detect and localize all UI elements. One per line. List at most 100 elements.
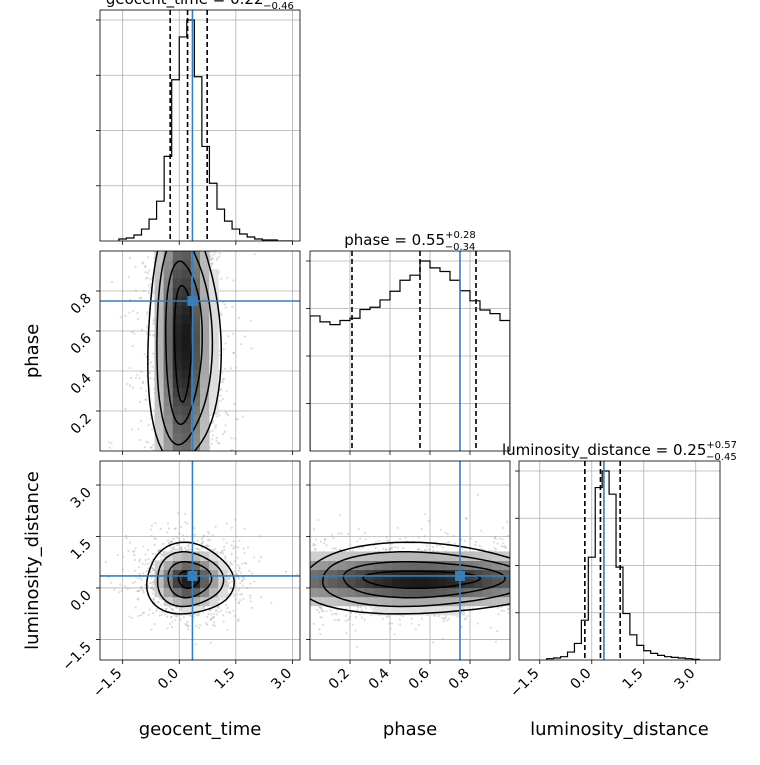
- pair-geocent-time-vs-phase-sample-point: [145, 325, 148, 328]
- pair-geocent-time-vs-luminosity-distance-sample-point: [259, 535, 262, 538]
- pair-geocent-time-vs-luminosity-distance-sample-point: [151, 587, 154, 590]
- pair-phase-vs-luminosity-distance-sample-point: [436, 544, 439, 547]
- pair-phase-vs-luminosity-distance-density-cell: [446, 605, 456, 616]
- pair-geocent-time-vs-luminosity-distance-sample-point: [227, 578, 230, 581]
- pair-geocent-time-vs-luminosity-distance-sample-point: [226, 606, 229, 610]
- pair-geocent-time-vs-luminosity-distance-sample-point: [195, 547, 199, 551]
- pair-phase-vs-luminosity-distance-density-cell: [464, 560, 475, 571]
- pair-geocent-time-vs-phase-sample-point: [214, 424, 218, 427]
- pair-phase-vs-luminosity-distance-sample-point: [330, 533, 334, 536]
- pair-geocent-time-vs-luminosity-distance-sample-point: [224, 603, 227, 606]
- pair-geocent-time-vs-luminosity-distance-sample-point: [232, 547, 235, 550]
- pair-geocent-time-vs-luminosity-distance-sample-point: [253, 580, 256, 583]
- pair-phase-vs-luminosity-distance-density-cell: [500, 578, 510, 589]
- pair-phase-vs-luminosity-distance-sample-point: [496, 629, 499, 633]
- pair-geocent-time-vs-luminosity-distance-sample-point: [160, 603, 163, 606]
- pair-geocent-time-vs-phase-density-cell: [172, 369, 183, 379]
- pair-geocent-time-vs-phase-sample-point: [210, 254, 213, 257]
- pair-phase-vs-luminosity-distance-sample-point: [502, 609, 506, 613]
- pair-geocent-time-vs-phase-density-cell: [181, 305, 192, 316]
- pair-geocent-time-vs-luminosity-distance-sample-point: [260, 556, 263, 559]
- pair-geocent-time-vs-luminosity-distance-sample-point: [214, 525, 217, 528]
- pair-geocent-time-vs-luminosity-distance-sample-point: [239, 593, 242, 596]
- pair-geocent-time-vs-phase-truth-marker: [187, 296, 198, 306]
- pair-geocent-time-vs-phase-density-cell: [181, 323, 192, 334]
- pair-geocent-time-vs-luminosity-distance-sample-point: [150, 585, 154, 588]
- pair-phase-vs-luminosity-distance-sample-point: [442, 546, 445, 549]
- pair-geocent-time-vs-luminosity-distance-sample-point: [180, 549, 183, 552]
- pair-geocent-time-vs-luminosity-distance-sample-point: [157, 549, 160, 552]
- pair-phase-vs-luminosity-distance-density-cell: [373, 569, 384, 580]
- pair-phase-vs-luminosity-distance-sample-point: [364, 538, 368, 541]
- pair-phase-vs-luminosity-distance-sample-point: [322, 541, 325, 545]
- pair-phase-vs-luminosity-distance-density-cell: [428, 596, 438, 607]
- pair-geocent-time-vs-phase-density-cell: [163, 260, 174, 270]
- pair-geocent-time-vs-phase-density-cell: [172, 405, 183, 416]
- x-tick-label-phase: 0.6: [406, 665, 433, 692]
- pair-geocent-time-vs-phase-density-cell: [154, 405, 165, 416]
- y-tick-label-luminosity-distance: 0.0: [68, 587, 95, 614]
- pair-geocent-time-vs-luminosity-distance-sample-point: [211, 617, 214, 620]
- pair-geocent-time-vs-luminosity-distance-sample-point: [212, 616, 215, 619]
- pair-geocent-time-vs-luminosity-distance-sample-point: [210, 613, 213, 616]
- pair-geocent-time-vs-phase-sample-point: [145, 440, 148, 443]
- pair-phase-vs-luminosity-distance-sample-point: [431, 546, 435, 549]
- pair-phase-vs-luminosity-distance-sample-point: [312, 528, 316, 531]
- pair-geocent-time-vs-phase-sample-point: [151, 352, 155, 355]
- pair-geocent-time-vs-phase-sample-point: [144, 264, 147, 268]
- pair-phase-vs-luminosity-distance-sample-point: [360, 608, 364, 611]
- pair-geocent-time-vs-luminosity-distance-sample-point: [149, 571, 152, 574]
- pair-phase-vs-luminosity-distance-sample-point: [312, 542, 315, 545]
- pair-geocent-time-vs-phase-density-cell: [200, 414, 210, 425]
- pair-geocent-time-vs-luminosity-distance-sample-point: [206, 623, 209, 626]
- pair-phase-vs-luminosity-distance-density-cell: [346, 551, 356, 561]
- pair-geocent-time-vs-phase-sample-point: [211, 429, 214, 432]
- pair-geocent-time-vs-phase-density-cell: [200, 369, 210, 379]
- pair-geocent-time-vs-phase-sample-point: [145, 332, 148, 335]
- pair-phase-vs-luminosity-distance-density-cell: [500, 596, 510, 607]
- pair-geocent-time-vs-luminosity-distance-sample-point: [236, 546, 239, 549]
- pair-geocent-time-vs-phase-sample-point: [149, 446, 152, 449]
- pair-geocent-time-vs-luminosity-distance-sample-point: [225, 610, 228, 613]
- pair-phase-vs-luminosity-distance-sample-point: [492, 541, 495, 544]
- pair-geocent-time-vs-phase-sample-point: [134, 376, 138, 379]
- pair-phase-vs-luminosity-distance-sample-point: [476, 622, 479, 625]
- pair-phase-vs-luminosity-distance-density-cell: [328, 587, 338, 598]
- pair-geocent-time-vs-luminosity-distance-sample-point: [160, 555, 163, 558]
- pair-geocent-time-vs-luminosity-distance-sample-point: [202, 534, 205, 537]
- pair-phase-vs-luminosity-distance-sample-point: [404, 536, 407, 539]
- pair-geocent-time-vs-luminosity-distance-sample-point: [176, 512, 180, 515]
- pair-phase-vs-luminosity-distance-density-cell: [382, 578, 393, 589]
- pair-geocent-time-vs-luminosity-distance-sample-point: [237, 577, 241, 580]
- pair-geocent-time-vs-phase-density-cell: [190, 405, 201, 416]
- pair-geocent-time-vs-luminosity-distance-sample-point: [238, 539, 241, 542]
- pair-phase-vs-luminosity-distance-sample-point: [393, 633, 396, 636]
- pair-geocent-time-vs-luminosity-distance-density-cell: [181, 605, 192, 616]
- pair-geocent-time-vs-luminosity-distance-sample-point: [180, 546, 183, 549]
- pair-geocent-time-vs-luminosity-distance-sample-point: [228, 561, 232, 564]
- pair-geocent-time-vs-phase-density-cell: [154, 369, 165, 379]
- pair-geocent-time-vs-phase-sample-point: [218, 354, 221, 357]
- pair-phase-vs-luminosity-distance-density-cell: [346, 560, 356, 571]
- pair-geocent-time-vs-phase-sample-point: [211, 438, 214, 441]
- pair-geocent-time-vs-phase-density-cell: [172, 332, 183, 343]
- pair-phase-vs-luminosity-distance-density-cell: [337, 578, 347, 589]
- pair-phase-vs-luminosity-distance-density-cell: [355, 596, 366, 607]
- pair-geocent-time-vs-phase-density-cell: [200, 260, 210, 270]
- pair-phase-vs-luminosity-distance-sample-point: [315, 538, 318, 541]
- pair-phase-vs-luminosity-distance-sample-point: [464, 516, 467, 520]
- pair-geocent-time-vs-luminosity-distance-sample-point: [211, 534, 214, 537]
- pair-phase-vs-luminosity-distance-sample-point: [460, 625, 463, 629]
- pair-geocent-time-vs-phase-sample-point: [152, 333, 155, 337]
- pair-phase-vs-luminosity-distance-sample-point: [333, 612, 336, 616]
- pair-geocent-time-vs-phase-density-cell: [154, 423, 165, 434]
- pair-geocent-time-vs-phase-sample-point: [138, 296, 141, 300]
- pair-geocent-time-vs-luminosity-distance-sample-point: [249, 596, 252, 600]
- pair-geocent-time-vs-luminosity-distance-sample-point: [121, 568, 124, 571]
- pair-geocent-time-vs-phase-sample-point: [148, 269, 151, 272]
- pair-geocent-time-vs-luminosity-distance-sample-point: [171, 547, 174, 550]
- pair-geocent-time-vs-luminosity-distance-sample-point: [176, 548, 179, 551]
- pair-phase-vs-luminosity-distance-sample-point: [402, 547, 405, 550]
- pair-geocent-time-vs-phase-sample-point: [222, 347, 225, 351]
- pair-phase-vs-luminosity-distance-sample-point: [442, 637, 445, 640]
